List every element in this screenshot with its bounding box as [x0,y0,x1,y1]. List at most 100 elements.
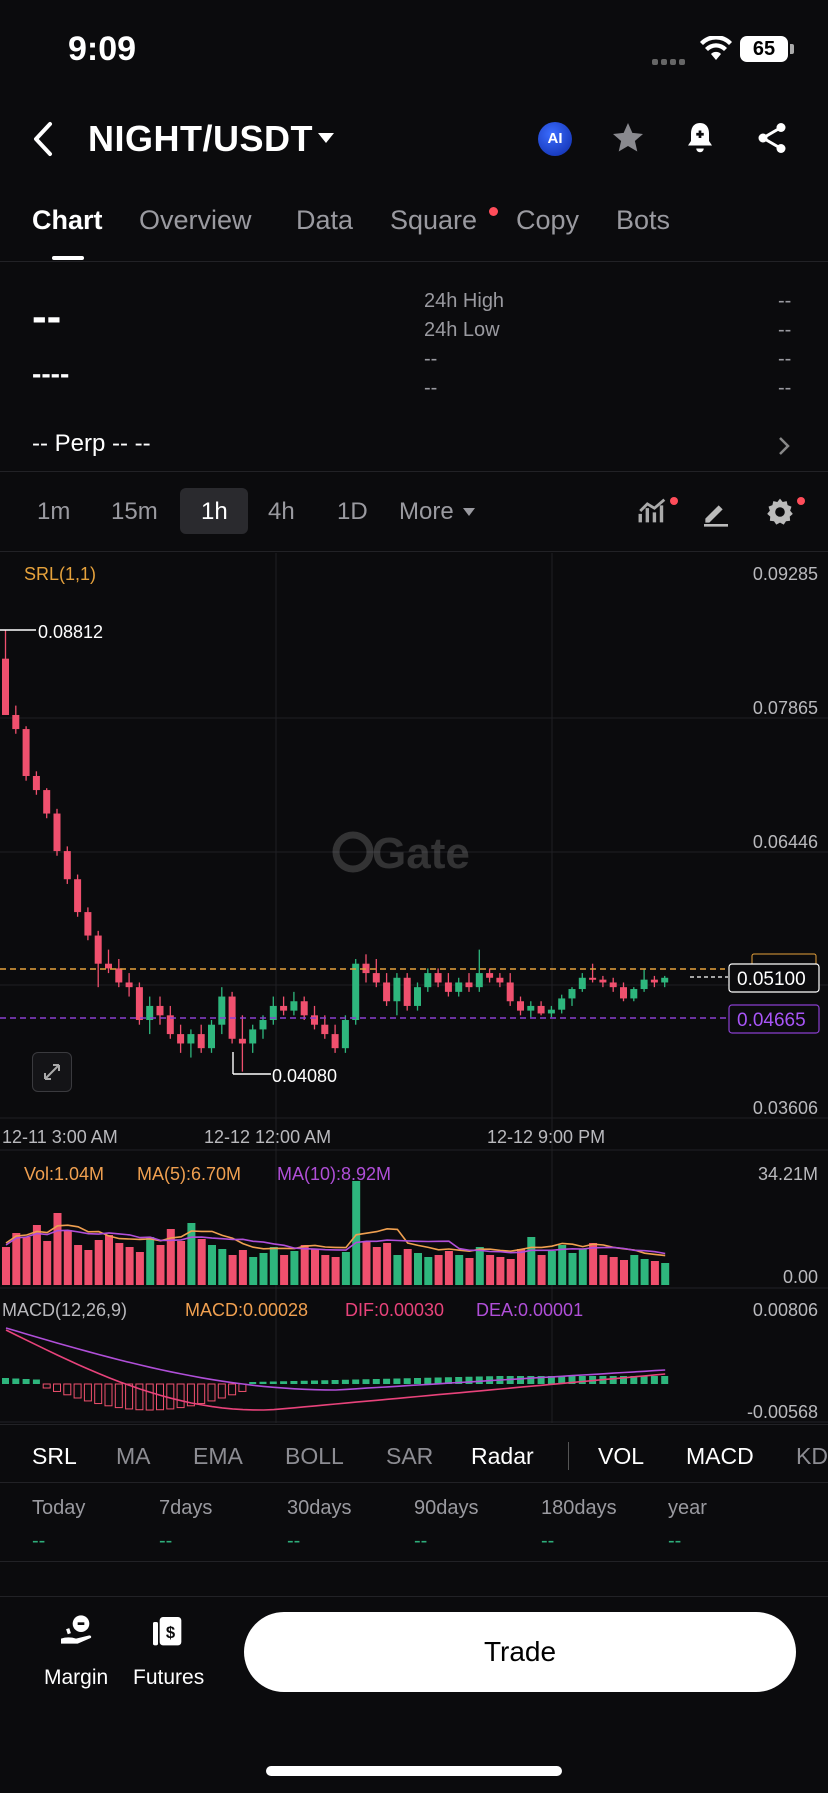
volume-bar [630,1255,639,1285]
macd-bar [2,1378,9,1384]
interval-more[interactable]: More [399,498,454,525]
price-change: ---- [32,358,70,389]
candle-body [311,1015,318,1025]
candle-body [290,1001,298,1011]
period-today-label: Today [32,1497,86,1519]
macd-bar [290,1381,298,1384]
chevron-right-icon[interactable] [776,433,792,464]
candle-body [475,973,483,988]
macd-value: MACD:0.00028 [185,1300,308,1320]
dif-value: DIF:0.00030 [345,1300,444,1320]
settings-gear-icon[interactable] [764,496,796,533]
ind-tab-radar[interactable]: Radar [471,1443,534,1469]
ind-tab-boll[interactable]: BOLL [285,1443,344,1469]
volume-bar [208,1245,216,1285]
tab-copy[interactable]: Copy [516,205,580,235]
watermark-text: Gate [372,829,470,878]
macd-bar [661,1376,669,1384]
tab-overview[interactable]: Overview [139,205,252,235]
macd-bar [207,1383,216,1402]
volume-bar [589,1243,598,1285]
candle-body [238,1038,246,1044]
macd-bar [403,1378,411,1384]
pair-title[interactable]: NIGHT/USDT [88,118,313,159]
macd-bar [547,1376,555,1384]
interval-1d[interactable]: 1D [337,498,368,525]
candle-body [53,813,61,852]
tab-active-underline [52,256,84,260]
ind-tab-ema[interactable]: EMA [193,1443,243,1469]
volume-bar [661,1263,670,1285]
futures-label[interactable]: Futures [133,1666,205,1689]
draw-icon[interactable] [700,496,732,533]
interval-4h[interactable]: 4h [268,498,295,525]
macd-bar [455,1377,463,1384]
volume-bar [558,1245,567,1285]
battery-tip [790,44,794,54]
ind-tab-sar[interactable]: SAR [386,1443,434,1469]
volume-bar [22,1237,31,1285]
perp-link[interactable]: -- Perp -- -- [32,430,151,457]
candle-body [84,912,92,936]
volume-bars [2,1181,670,1285]
interval-active-bg [180,488,248,534]
macd-bar [424,1377,432,1384]
macd-bar [114,1383,123,1409]
stat-label-4: -- [424,377,438,399]
futures-icon[interactable]: $ [148,1612,188,1657]
ind-tab-kd[interactable]: KD [796,1443,828,1469]
margin-label[interactable]: Margin [44,1666,109,1689]
candle-body [269,1005,277,1021]
ind-tab-ma[interactable]: MA [116,1443,151,1469]
candle-body [115,968,123,983]
candle-body [32,775,40,791]
volume-bar [105,1235,113,1285]
volume-bar [444,1251,453,1285]
volume-bar [249,1257,258,1285]
tab-data[interactable]: Data [296,205,354,235]
tab-chart[interactable]: Chart [32,205,103,235]
candle-body [208,1024,215,1049]
interval-1h[interactable]: 1h [201,498,228,525]
macd-bar [341,1379,349,1384]
macd-bar [269,1381,277,1384]
candle-body [403,977,411,1006]
candle-body [486,973,494,978]
wifi-icon [700,35,732,67]
macd-bar [383,1378,391,1384]
candle-body [650,979,658,983]
macd-bar [249,1382,257,1384]
candle-body [661,977,669,983]
ai-button[interactable]: AI [538,122,572,156]
ind-tab-vol[interactable]: VOL [598,1443,645,1469]
macd-bar [414,1378,421,1384]
macd-bar [83,1383,92,1402]
indicator-icon[interactable] [636,494,670,533]
share-icon[interactable] [754,120,790,161]
candle-body [568,989,576,999]
ind-tab-srl[interactable]: SRL [32,1443,77,1469]
interval-15m[interactable]: 15m [111,498,158,525]
interval-1m[interactable]: 1m [37,498,71,525]
vol-ma10-label: MA(10):8.92M [277,1164,391,1184]
volume-bar [383,1243,392,1285]
star-icon[interactable] [610,120,646,161]
macd-bar [465,1376,473,1384]
bell-icon[interactable] [682,120,718,161]
tab-bots[interactable]: Bots [616,205,671,235]
volume-bar [640,1259,649,1285]
volume-bar [135,1252,144,1285]
fullscreen-button[interactable] [32,1052,72,1092]
trade-button[interactable]: Trade [244,1612,796,1692]
candle-body [414,987,421,1006]
candle-body [496,977,504,983]
dea-line [5,1327,666,1391]
volume-bar [465,1258,474,1285]
volume-bar [280,1255,289,1285]
pair-dropdown-icon[interactable] [318,133,334,143]
price-chart[interactable]: Gate 0.08812 0.04080 0.09285 0.07865 0.0… [0,553,828,1425]
back-icon[interactable] [28,120,60,163]
tab-square[interactable]: Square [390,205,478,235]
margin-icon[interactable] [56,1612,96,1657]
ind-tab-macd[interactable]: MACD [686,1443,754,1469]
